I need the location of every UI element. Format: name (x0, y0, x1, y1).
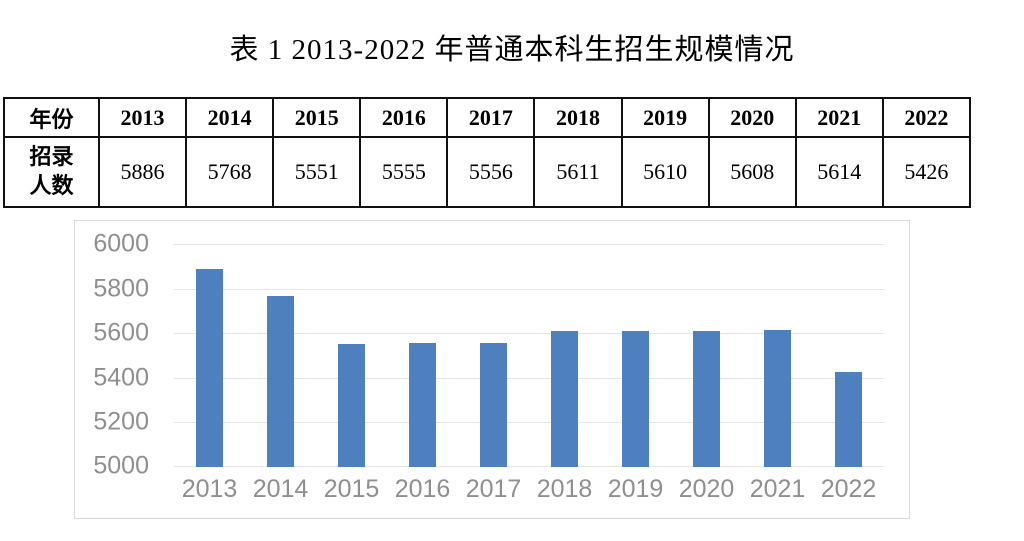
gridline (174, 378, 884, 379)
year-cell: 2018 (533, 97, 623, 138)
gridline (174, 422, 884, 423)
gridline (174, 466, 884, 467)
bar (693, 331, 720, 467)
bar (338, 344, 365, 467)
value-cell: 5551 (272, 136, 362, 208)
value-cell: 5610 (620, 136, 710, 208)
gridline (174, 244, 884, 245)
x-axis-tick-label: 2013 (181, 475, 238, 503)
bar (267, 296, 294, 467)
enrollment-table: 年份 2013 2014 2015 2016 2017 2018 2019 2020 2021 2… (3, 97, 972, 208)
bar (196, 269, 223, 467)
y-axis-tick-label: 5200 (93, 407, 149, 436)
year-cell: 2017 (446, 97, 536, 138)
bar (480, 343, 507, 467)
table-row-values: 招录 人数 5886 5768 5551 5555 5556 5611 5610 5608 56… (3, 136, 972, 208)
x-axis-tick-label: 2022 (820, 475, 877, 503)
year-cell: 2020 (707, 97, 797, 138)
y-axis-tick-label: 5000 (93, 451, 149, 480)
value-cell: 5426 (881, 136, 972, 208)
plot-area: 2013 2014 2015 2016 2017 2018 2019 2020 2021 2022 (174, 244, 884, 503)
value-cell: 5768 (185, 136, 275, 208)
year-cell: 2013 (97, 97, 188, 138)
value-cell: 5608 (707, 136, 797, 208)
x-axis-tick-label: 2018 (536, 475, 593, 503)
year-cell: 2021 (794, 97, 884, 138)
x-axis-tick-label: 2016 (394, 475, 451, 503)
bar (835, 372, 862, 467)
value-cell: 5886 (97, 136, 188, 208)
value-cell: 5555 (359, 136, 449, 208)
bar (622, 331, 649, 467)
bar (551, 331, 578, 467)
year-cell: 2022 (881, 97, 972, 138)
value-row-header: 招录 人数 (3, 136, 100, 208)
year-cell: 2016 (359, 97, 449, 138)
gridline (174, 333, 884, 334)
x-axis-tick-label: 2020 (678, 475, 735, 503)
x-axis-tick-label: 2017 (465, 475, 522, 503)
gridline (174, 289, 884, 290)
year-cell: 2019 (620, 97, 710, 138)
year-cell: 2015 (272, 97, 362, 138)
y-axis-tick-label: 6000 (93, 229, 149, 258)
x-axis-tick-label: 2015 (323, 475, 380, 503)
bar-chart: 2013 2014 2015 2016 2017 2018 2019 2020 2021 2022… (74, 220, 910, 519)
x-axis-tick-label: 2021 (749, 475, 806, 503)
value-cell: 5611 (533, 136, 623, 208)
y-axis-tick-label: 5600 (93, 318, 149, 347)
year-row-header: 年份 (3, 97, 100, 138)
value-cell: 5614 (794, 136, 884, 208)
y-axis-tick-label: 5800 (93, 274, 149, 303)
value-cell: 5556 (446, 136, 536, 208)
bar (409, 343, 436, 467)
year-cell: 2014 (185, 97, 275, 138)
x-axis-tick-label: 2019 (607, 475, 664, 503)
table-row-years: 年份 2013 2014 2015 2016 2017 2018 2019 2020 2021 2… (3, 97, 972, 138)
x-axis-tick-label: 2014 (252, 475, 309, 503)
page-title: 表 1 2013-2022 年普通本科生招生规模情况 (229, 34, 795, 66)
bar (764, 330, 791, 467)
y-axis-tick-label: 5400 (93, 363, 149, 392)
